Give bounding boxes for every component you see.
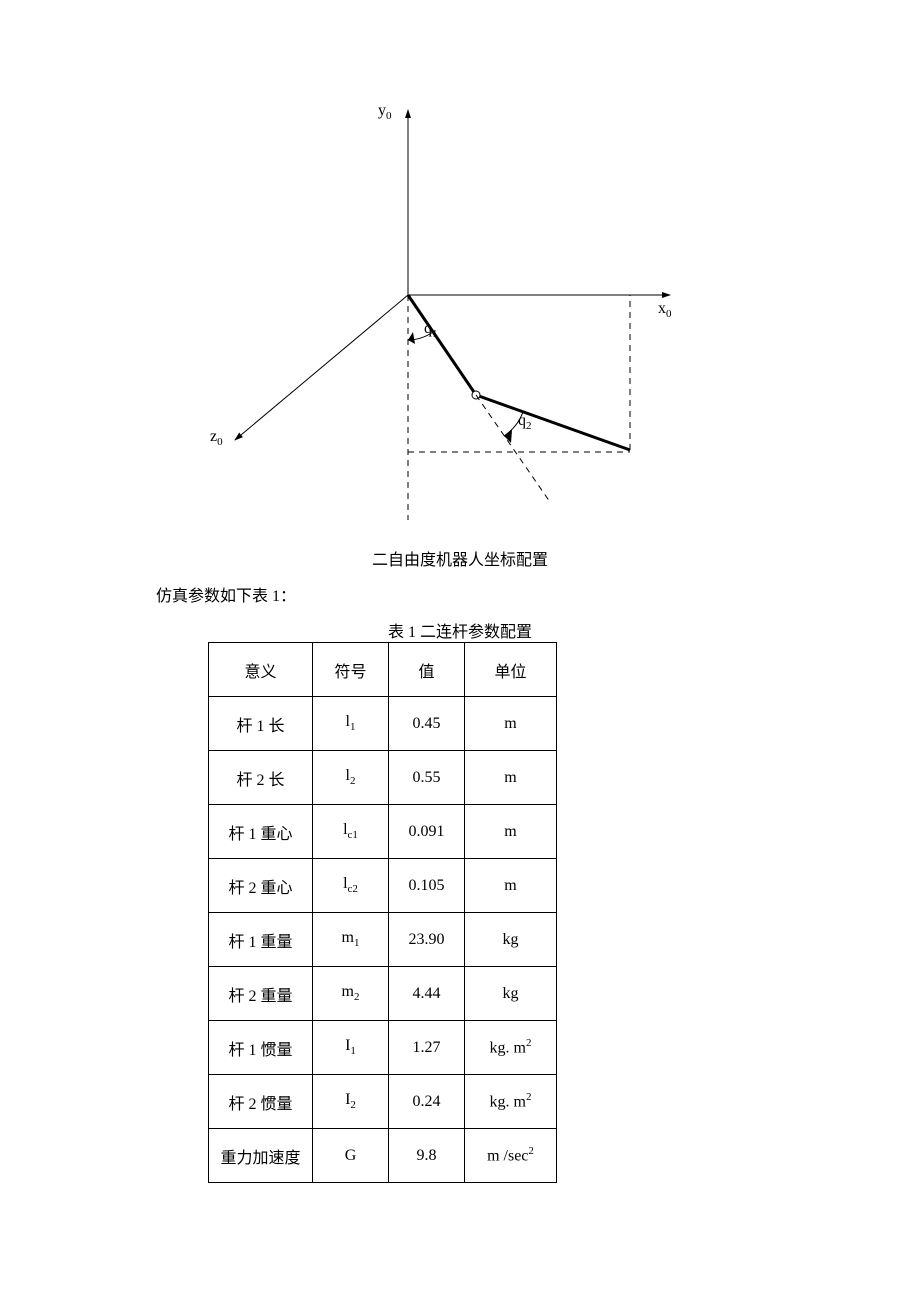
dash-link1-ext: [476, 395, 550, 502]
cell-value: 0.55: [389, 751, 465, 805]
cell-unit: m /sec2: [465, 1129, 557, 1183]
table-caption: 表 1 二连杆参数配置: [0, 618, 920, 642]
cell-symbol: I2: [313, 1075, 389, 1129]
cell-symbol: I1: [313, 1021, 389, 1075]
x-axis-label: x0: [658, 300, 672, 320]
table-row: 杆 1 长l10.45m: [209, 697, 557, 751]
params-table: 意义 符号 值 单位 杆 1 长l10.45m杆 2 长l20.55m杆 1 重…: [208, 642, 557, 1183]
cell-meaning: 杆 1 重量: [209, 913, 313, 967]
cell-unit: kg. m2: [465, 1021, 557, 1075]
cell-value: 23.90: [389, 913, 465, 967]
table-row: 杆 2 重量m24.44kg: [209, 967, 557, 1021]
cell-value: 9.8: [389, 1129, 465, 1183]
th-meaning: 意义: [209, 643, 313, 697]
cell-unit: kg. m2: [465, 1075, 557, 1129]
cell-symbol: m1: [313, 913, 389, 967]
table-body: 杆 1 长l10.45m杆 2 长l20.55m杆 1 重心lc10.091m杆…: [209, 697, 557, 1183]
cell-meaning: 杆 1 重心: [209, 805, 313, 859]
th-value: 值: [389, 643, 465, 697]
cell-symbol: l1: [313, 697, 389, 751]
table-row: 杆 1 重心lc10.091m: [209, 805, 557, 859]
cell-unit: kg: [465, 913, 557, 967]
table-header-row: 意义 符号 值 单位: [209, 643, 557, 697]
cell-value: 0.091: [389, 805, 465, 859]
cell-unit: m: [465, 751, 557, 805]
cell-unit: kg: [465, 967, 557, 1021]
coordinate-diagram: y0 x0 z0 q1 q2: [160, 100, 760, 520]
link-1: [408, 295, 476, 395]
cell-symbol: m2: [313, 967, 389, 1021]
cell-unit: m: [465, 697, 557, 751]
cell-value: 0.105: [389, 859, 465, 913]
cell-meaning: 杆 2 重量: [209, 967, 313, 1021]
cell-meaning: 杆 2 重心: [209, 859, 313, 913]
table-row: 杆 2 惯量I20.24kg. m2: [209, 1075, 557, 1129]
table-row: 重力加速度G9.8m /sec2: [209, 1129, 557, 1183]
angle-q1-label: q1: [424, 320, 438, 340]
cell-unit: m: [465, 859, 557, 913]
cell-meaning: 杆 2 长: [209, 751, 313, 805]
table-row: 杆 2 重心lc20.105m: [209, 859, 557, 913]
cell-symbol: lc1: [313, 805, 389, 859]
param-intro-line: 仿真参数如下表 1：: [156, 582, 296, 606]
cell-value: 1.27: [389, 1021, 465, 1075]
z-axis: [235, 295, 408, 440]
cell-symbol: lc2: [313, 859, 389, 913]
cell-meaning: 杆 2 惯量: [209, 1075, 313, 1129]
y-axis-label: y0: [378, 102, 392, 122]
th-symbol: 符号: [313, 643, 389, 697]
figure-caption: 二自由度机器人坐标配置: [0, 546, 920, 570]
z-axis-label: z0: [210, 428, 223, 448]
link-2: [476, 395, 630, 450]
th-unit: 单位: [465, 643, 557, 697]
cell-symbol: G: [313, 1129, 389, 1183]
cell-unit: m: [465, 805, 557, 859]
cell-value: 0.24: [389, 1075, 465, 1129]
cell-value: 4.44: [389, 967, 465, 1021]
cell-meaning: 杆 1 惯量: [209, 1021, 313, 1075]
table-row: 杆 1 惯量I11.27kg. m2: [209, 1021, 557, 1075]
angle-q1-arrow: [408, 332, 415, 344]
cell-meaning: 杆 1 长: [209, 697, 313, 751]
cell-value: 0.45: [389, 697, 465, 751]
table-row: 杆 2 长l20.55m: [209, 751, 557, 805]
cell-meaning: 重力加速度: [209, 1129, 313, 1183]
angle-q2-label: q2: [518, 412, 532, 432]
cell-symbol: l2: [313, 751, 389, 805]
table-row: 杆 1 重量m123.90kg: [209, 913, 557, 967]
